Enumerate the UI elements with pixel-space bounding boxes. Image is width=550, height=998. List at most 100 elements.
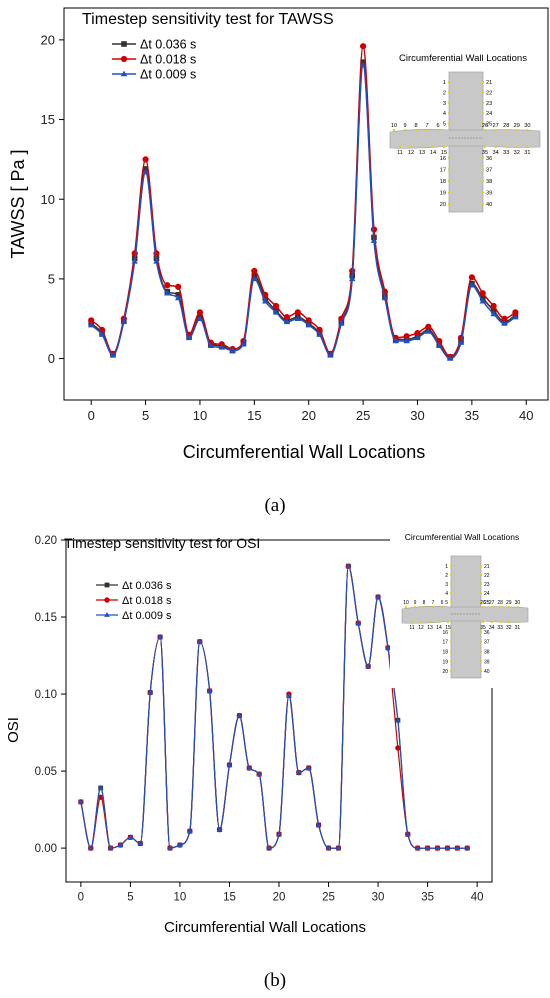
data-point [229, 347, 236, 353]
wall-point-label: 29 [506, 600, 512, 606]
wall-point-label: 39 [484, 659, 490, 665]
wall-point-label: 12 [408, 150, 414, 156]
data-point [153, 250, 160, 257]
wall-point [499, 605, 502, 609]
wall-point [479, 564, 483, 568]
wall-point-label: 7 [425, 123, 428, 129]
data-point [164, 282, 171, 289]
osi-chart: Timestep sensitivity test for OSI Circum… [5, 528, 540, 936]
data-point [177, 842, 183, 847]
data-point [338, 320, 345, 326]
wall-point-label: 8 [414, 123, 417, 129]
wall-point-label: 2 [443, 90, 446, 96]
wall-point [505, 128, 508, 132]
wall-point-label: 23 [484, 582, 490, 588]
data-point [395, 745, 401, 751]
legend-marker [104, 597, 110, 603]
data-point [157, 634, 163, 639]
x-tick-label: 10 [174, 892, 187, 904]
x-tick-label: 35 [465, 408, 479, 423]
wall-point [449, 591, 453, 595]
wall-point-label: 4 [443, 111, 446, 117]
wall-point-label: 5 [445, 600, 448, 606]
wall-point [481, 91, 485, 94]
wall-point-label: 22 [486, 90, 492, 96]
wall-point-label: 20 [440, 202, 446, 208]
data-point [256, 771, 262, 777]
wall-point [447, 91, 451, 94]
wall-point-label: 37 [484, 640, 490, 646]
wall-point-label: 25 [484, 600, 490, 606]
wall-point-label: 31 [515, 625, 521, 631]
wall-point [449, 650, 453, 653]
wall-point-label: 36 [486, 156, 492, 162]
wall-point-label: 7 [432, 600, 435, 606]
legend-label: Δt 0.036 s [140, 38, 196, 52]
data-point [262, 297, 269, 304]
data-point [359, 61, 367, 68]
series-lines [78, 563, 471, 851]
wall-point-label: 19 [440, 191, 446, 197]
wall-point [425, 128, 429, 132]
data-point [196, 638, 203, 644]
wall-point [481, 168, 485, 171]
inset-title: Circumferential Wall Locations [399, 53, 527, 64]
data-point [117, 842, 124, 847]
wall-point [507, 605, 510, 609]
x-tick-label: 5 [127, 892, 133, 904]
data-point [286, 692, 292, 698]
data-point [355, 620, 362, 626]
data-point [305, 317, 312, 324]
wall-point [447, 156, 451, 159]
data-point [98, 326, 106, 333]
data-point [142, 156, 149, 163]
wall-point [442, 145, 446, 149]
wall-point-label: 13 [427, 625, 433, 631]
x-tick-label: 15 [247, 408, 261, 423]
data-point [137, 840, 144, 846]
chart-title: Timestep sensitivity test for OSI [64, 535, 260, 551]
data-point [457, 339, 465, 345]
wall-point-label: 35 [480, 625, 486, 631]
x-tick-label: 0 [88, 408, 95, 423]
wall-point-label: 27 [492, 123, 498, 129]
legend-label: Δt 0.009 s [122, 610, 172, 622]
wall-point-label: 27 [489, 600, 495, 606]
wall-point [413, 605, 417, 609]
wall-point [515, 128, 518, 132]
data-point [167, 845, 173, 851]
data-point [294, 315, 302, 321]
wall-point-label: 29 [514, 123, 520, 129]
data-point [414, 329, 421, 337]
data-point [349, 275, 356, 282]
x-tick-label: 40 [471, 892, 484, 904]
wall-point [447, 168, 451, 171]
wall-point [526, 145, 529, 149]
data-point [206, 687, 213, 693]
wall-point-label: 32 [514, 150, 520, 156]
data-point [305, 765, 312, 770]
wall-point [447, 112, 451, 115]
wall-point [499, 620, 502, 624]
wall-point-label: 38 [484, 650, 490, 656]
data-point [246, 765, 253, 770]
wall-point-label: 30 [515, 600, 521, 606]
wall-point [515, 145, 518, 149]
wall-point-label: 26 [482, 123, 488, 129]
wall-point [437, 620, 441, 624]
wall-point-label: 33 [503, 150, 509, 156]
wall-point-label: 35 [482, 150, 488, 156]
legend: Δt 0.036 sΔt 0.018 sΔt 0.009 s [112, 38, 196, 82]
data-point [381, 294, 389, 301]
x-tick-label: 30 [410, 408, 424, 423]
data-point [294, 309, 301, 316]
wall-point-label: 1 [443, 80, 446, 86]
data-point [370, 237, 378, 243]
wall-point-label: 13 [419, 150, 425, 156]
y-tick-label: 10 [41, 192, 55, 207]
y-tick-label: 0.00 [35, 843, 57, 855]
wall-point [449, 582, 453, 586]
data-point [414, 845, 421, 851]
wall-point-label: 8 [423, 600, 426, 606]
